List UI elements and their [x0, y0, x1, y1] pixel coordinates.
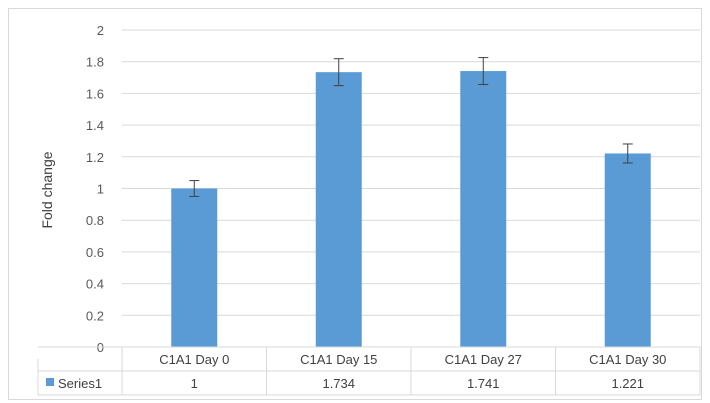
- error-bar-1: [189, 180, 200, 197]
- y-tick-label: 1.4: [86, 118, 104, 133]
- data-label: 1: [191, 376, 198, 391]
- y-tick-label: 0.2: [86, 308, 104, 323]
- bar-4: [604, 153, 651, 347]
- x-category-label: C1A1 Day 0: [159, 352, 229, 367]
- gridlines: [122, 29, 700, 316]
- y-axis-title: Fold change: [39, 151, 55, 228]
- y-tick-label: 2: [97, 23, 104, 38]
- x-category-label: C1A1 Day 27: [445, 352, 522, 367]
- legend-key: [46, 378, 54, 386]
- bar-1: [171, 188, 218, 347]
- y-tick-label: 0.6: [86, 245, 104, 260]
- y-tick-label: 0.4: [86, 277, 104, 292]
- y-tick-label: 0.8: [86, 213, 104, 228]
- y-tick-label: 1.6: [86, 86, 104, 101]
- bar-3: [460, 71, 507, 347]
- bars: [171, 71, 651, 347]
- error-bar-4: [622, 143, 633, 164]
- error-bars: [189, 57, 633, 197]
- data-label: 1.221: [611, 376, 644, 391]
- data-label: 1.741: [467, 376, 500, 391]
- y-tick-label: 1.8: [86, 55, 104, 70]
- error-bar-2: [333, 58, 344, 87]
- x-category-label: C1A1 Day 15: [300, 352, 377, 367]
- error-bar-3: [478, 57, 489, 86]
- y-tick-label: 1.2: [86, 150, 104, 165]
- legend-label: Series1: [58, 376, 102, 391]
- y-axis-ticks: 00.20.40.60.811.21.41.61.82: [86, 23, 104, 355]
- y-tick-label: 1: [97, 182, 104, 197]
- bar-2: [315, 72, 362, 347]
- x-category-label: C1A1 Day 30: [589, 352, 666, 367]
- data-table: C1A1 Day 0 C1A1 Day 15 C1A1 Day 27 C1A1 Day…: [37, 346, 701, 396]
- data-label: 1.734: [322, 376, 355, 391]
